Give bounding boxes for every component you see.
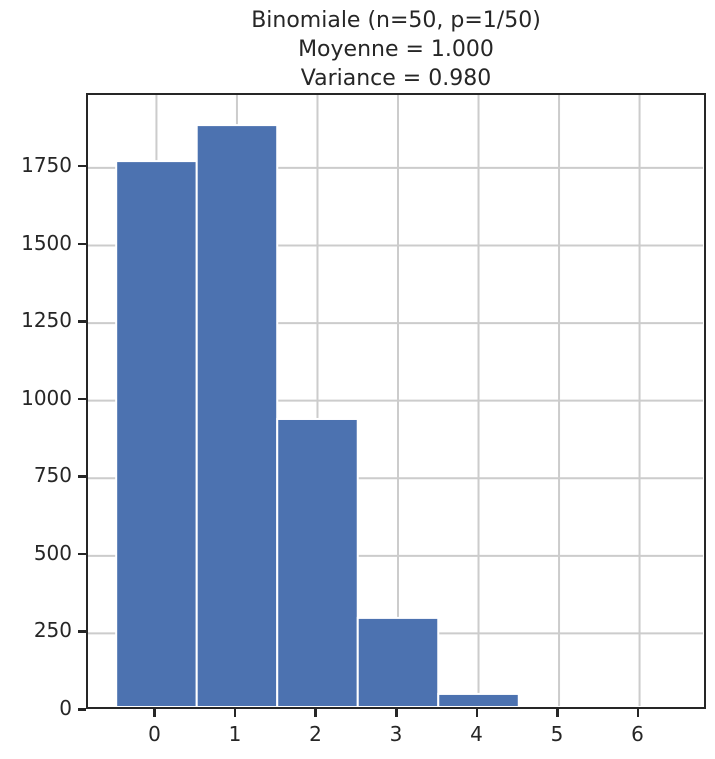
title-line-2: Moyenne = 1.000 — [298, 37, 494, 62]
y-tick-mark — [78, 242, 86, 245]
plot-area — [86, 93, 706, 709]
y-tick-label: 1500 — [21, 230, 72, 255]
y-tick-label: 1250 — [21, 308, 72, 333]
y-tick-mark — [78, 397, 86, 401]
histogram-bar — [437, 692, 520, 706]
y-tick-mark — [78, 475, 86, 478]
histogram-bar — [276, 417, 359, 706]
y-tick-label: 500 — [33, 540, 72, 565]
y-tick-label: 1000 — [21, 385, 72, 410]
x-tick-mark — [556, 709, 559, 717]
y-tick-mark — [78, 630, 86, 633]
x-tick-label: 1 — [228, 722, 242, 746]
x-tick-mark — [475, 709, 479, 717]
histogram-bar — [356, 616, 440, 706]
x-tick-mark — [233, 709, 237, 717]
x-tick-mark — [314, 709, 317, 717]
y-tick-mark — [78, 708, 86, 711]
histogram-bar — [115, 160, 198, 706]
y-tick-mark — [78, 552, 86, 556]
y-tick-label: 1750 — [21, 152, 72, 177]
y-tick-label: 250 — [33, 618, 72, 643]
title-line-1: Binomiale (n=50, p=1/50) — [251, 8, 541, 33]
y-tick-label: 750 — [33, 463, 72, 488]
x-tick-label: 6 — [631, 722, 644, 746]
x-tick-label: 0 — [148, 722, 161, 746]
title-line-3: Variance = 0.980 — [300, 66, 492, 91]
y-tick-label: 0 — [59, 696, 72, 720]
x-tick-label: 5 — [550, 722, 564, 746]
x-tick-label: 2 — [309, 722, 322, 746]
y-tick-mark — [78, 164, 86, 168]
histogram-bars — [88, 95, 703, 706]
x-tick-mark — [636, 709, 640, 717]
x-tick-mark — [153, 709, 156, 717]
chart-title: Binomiale (n=50, p=1/50) Moyenne = 1.000… — [86, 6, 706, 93]
x-tick-label: 3 — [389, 722, 403, 746]
x-tick-mark — [395, 709, 398, 717]
y-tick-mark — [78, 320, 86, 323]
x-tick-label: 4 — [470, 722, 483, 746]
histogram-bar — [195, 124, 279, 706]
